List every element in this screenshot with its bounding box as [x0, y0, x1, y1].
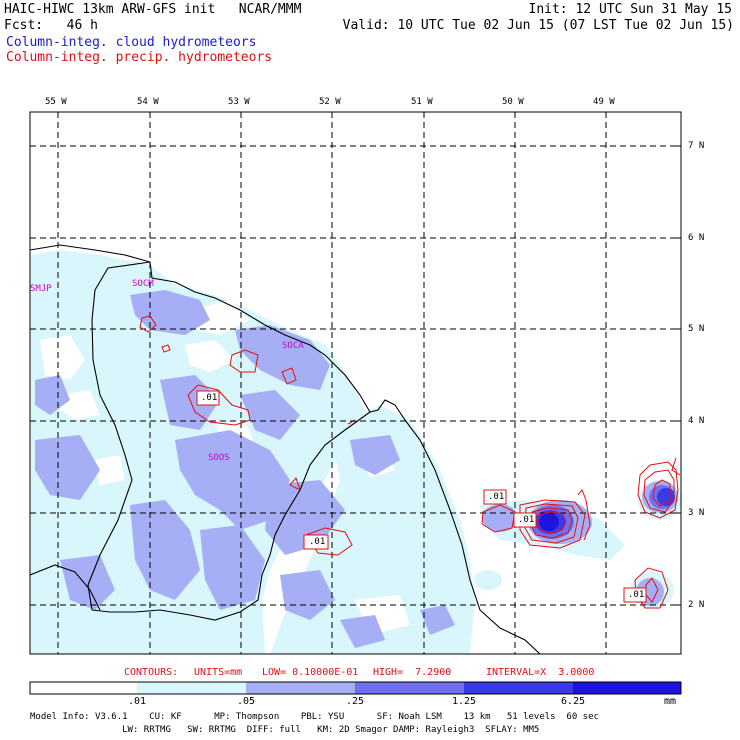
lat-label: 6 N: [688, 233, 705, 243]
forecast-hour: Fcst: 46 h: [4, 18, 98, 33]
lat-lon-grid: [30, 112, 681, 654]
precip-field-label: Column-integ. precip. hydrometeors: [6, 50, 273, 65]
lat-label: 4 N: [688, 416, 705, 426]
contour-label: .01: [309, 537, 326, 547]
contour-info-contours: CONTOURS:: [124, 667, 179, 678]
cloud-field-label: Column-integ. cloud hydrometeors: [6, 35, 257, 50]
contour-info-high: HIGH= 7.2900: [373, 667, 452, 678]
contour-label-boxes: [196, 390, 647, 603]
colorbar-label: .01: [127, 696, 147, 707]
station-label: SMJP: [30, 284, 52, 294]
lon-label: 54 W: [137, 97, 159, 107]
init-time: Init: 12 UTC Sun 31 May 15: [528, 2, 733, 17]
colorbar: [29, 681, 682, 695]
contour-info-units: UNITS=mm: [194, 667, 243, 678]
colorbar-label: 1.25: [451, 696, 477, 707]
cloud-shading-medium: [35, 290, 678, 648]
lon-label: 50 W: [502, 97, 524, 107]
station-label: SOCA: [282, 341, 304, 351]
contour-label: .01: [518, 515, 535, 525]
lon-label: 55 W: [45, 97, 67, 107]
contour-label: .01: [488, 492, 505, 502]
lat-label: 7 N: [688, 141, 705, 151]
plot-title: HAIC-HIWC 13km ARW-GFS init NCAR/MMM: [4, 2, 302, 17]
station-label: SOOS: [208, 453, 230, 463]
contour-info-interval: INTERVAL=X 3.0000: [486, 667, 595, 678]
valid-time: Valid: 10 UTC Tue 02 Jun 15 (07 LST Tue …: [342, 18, 734, 33]
colorbar-label: 6.25: [560, 696, 586, 707]
contour-label: .01: [201, 393, 218, 403]
lon-label: 53 W: [228, 97, 250, 107]
lon-label: 49 W: [593, 97, 615, 107]
lat-label: 3 N: [688, 508, 705, 518]
lon-label: 51 W: [411, 97, 433, 107]
colorbar-label: .25: [345, 696, 365, 707]
contour-label: .01: [628, 590, 645, 600]
station-label: SOCM: [132, 279, 154, 289]
model-info-line1: Model Info: V3.6.1 CU: KF MP: Thompson P…: [30, 712, 599, 722]
lat-label: 2 N: [688, 600, 705, 610]
precip-contours: [139, 315, 681, 609]
axis-ticks: [57, 112, 681, 606]
lat-label: 5 N: [688, 324, 705, 334]
colorbar-units: mm: [663, 696, 677, 707]
colorbar-label: .05: [236, 696, 256, 707]
lon-label: 52 W: [319, 97, 341, 107]
model-info-line2: LW: RRTMG SW: RRTMG DIFF: full KM: 2D Sm…: [30, 725, 540, 735]
contour-info-low: LOW= 0.10000E-01: [262, 667, 359, 678]
